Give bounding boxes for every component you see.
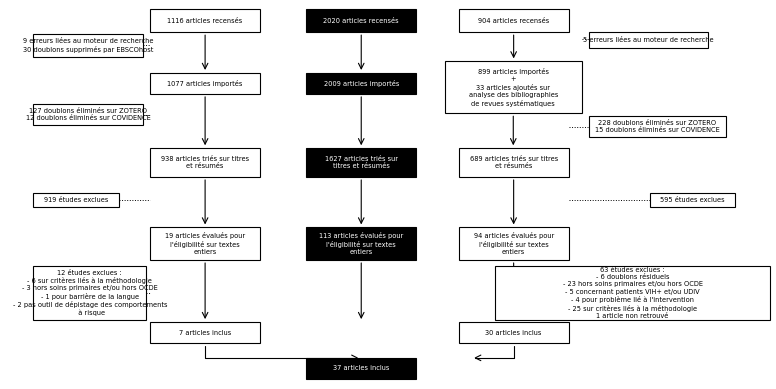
Text: 19 articles évalués pour
l'éligibilité sur textes
entiers: 19 articles évalués pour l'éligibilité s…	[165, 232, 245, 255]
FancyBboxPatch shape	[589, 32, 708, 48]
Text: 689 articles triés sur titres
et résumés: 689 articles triés sur titres et résumés	[469, 156, 558, 169]
FancyBboxPatch shape	[33, 34, 144, 57]
Text: 2020 articles recensés: 2020 articles recensés	[324, 18, 399, 24]
Text: 919 études exclues: 919 études exclues	[44, 197, 109, 203]
FancyBboxPatch shape	[150, 9, 260, 32]
Text: 30 articles inclus: 30 articles inclus	[486, 329, 542, 336]
Text: 37 articles inclus: 37 articles inclus	[333, 366, 390, 371]
FancyBboxPatch shape	[495, 266, 770, 320]
Text: 9 erreurs liées au moteur de recherche
30 doublons supprimés par EBSCOhost: 9 erreurs liées au moteur de recherche 3…	[23, 38, 154, 53]
FancyBboxPatch shape	[589, 116, 726, 137]
FancyBboxPatch shape	[445, 61, 582, 113]
FancyBboxPatch shape	[33, 104, 144, 125]
FancyBboxPatch shape	[459, 322, 569, 343]
FancyBboxPatch shape	[150, 148, 260, 177]
Text: 94 articles évalués pour
l'éligibilité sur textes
entiers: 94 articles évalués pour l'éligibilité s…	[473, 232, 554, 255]
FancyBboxPatch shape	[307, 227, 416, 260]
FancyBboxPatch shape	[459, 227, 569, 260]
Text: 113 articles évalués pour
l'éligibilité sur textes
entiers: 113 articles évalués pour l'éligibilité …	[319, 232, 404, 255]
Text: 899 articles importés
+
33 articles ajoutés sur
analyse des bibliographies
de re: 899 articles importés + 33 articles ajou…	[469, 68, 558, 107]
Text: 1116 articles recensés: 1116 articles recensés	[168, 18, 243, 24]
Text: 2009 articles importés: 2009 articles importés	[324, 80, 399, 87]
Text: 63 études exclues :
- 6 doublons résiduels
- 23 hors soins primaires et/ou hors : 63 études exclues : - 6 doublons résidue…	[563, 267, 702, 319]
Text: 938 articles triés sur titres
et résumés: 938 articles triés sur titres et résumés	[161, 156, 249, 169]
FancyBboxPatch shape	[307, 358, 416, 379]
Text: 904 articles recensés: 904 articles recensés	[478, 18, 549, 24]
FancyBboxPatch shape	[459, 9, 569, 32]
FancyBboxPatch shape	[307, 73, 416, 94]
Text: 7 articles inclus: 7 articles inclus	[179, 329, 231, 336]
FancyBboxPatch shape	[459, 148, 569, 177]
Text: 127 doublons éliminés sur ZOTERO
12 doublons éliminés sur COVIDENCE: 127 doublons éliminés sur ZOTERO 12 doub…	[26, 108, 151, 121]
Text: 1627 articles triés sur
titres et résumés: 1627 articles triés sur titres et résumé…	[324, 156, 398, 169]
Text: 5 erreurs liées au moteur de recherche: 5 erreurs liées au moteur de recherche	[583, 37, 713, 43]
Text: 12 études exclues :
- 6 sur critères liés à la méthodologie
- 3 hors soins prima: 12 études exclues : - 6 sur critères lié…	[12, 270, 167, 316]
FancyBboxPatch shape	[650, 193, 735, 207]
Text: 1077 articles importés: 1077 articles importés	[168, 80, 243, 87]
FancyBboxPatch shape	[33, 193, 119, 207]
FancyBboxPatch shape	[33, 266, 147, 320]
FancyBboxPatch shape	[307, 9, 416, 32]
FancyBboxPatch shape	[150, 322, 260, 343]
FancyBboxPatch shape	[150, 227, 260, 260]
FancyBboxPatch shape	[150, 73, 260, 94]
Text: 595 études exclues: 595 études exclues	[660, 197, 725, 203]
FancyBboxPatch shape	[307, 148, 416, 177]
Text: 228 doublons éliminés sur ZOTERO
15 doublons éliminés sur COVIDENCE: 228 doublons éliminés sur ZOTERO 15 doub…	[595, 120, 720, 133]
